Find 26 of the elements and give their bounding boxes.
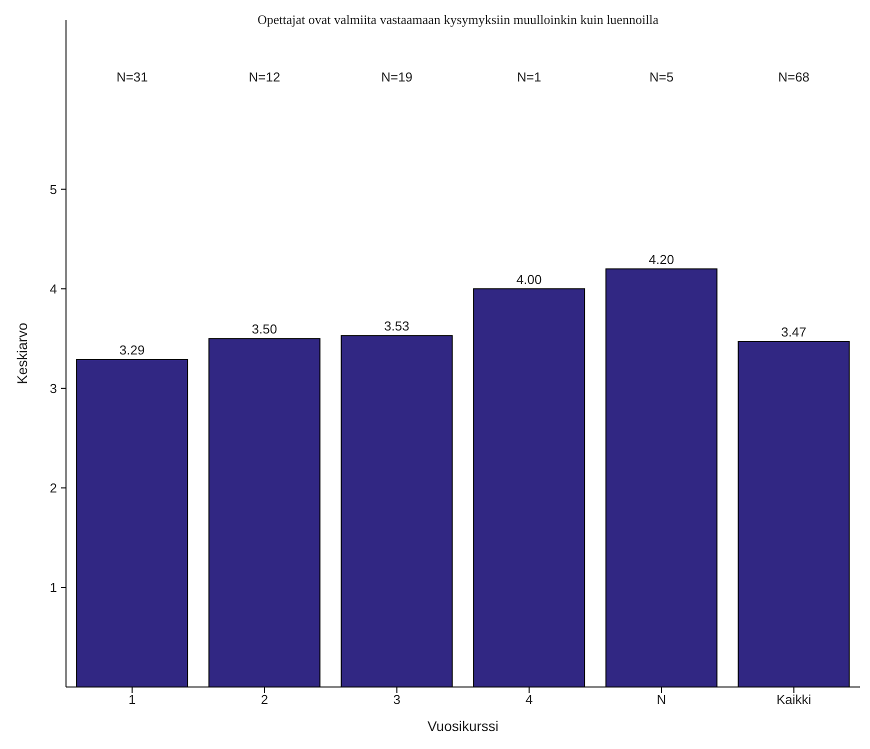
data-label: 3.53 xyxy=(384,318,410,334)
x-tick-label: 1 xyxy=(128,692,136,708)
data-label: 4.20 xyxy=(648,252,674,267)
data-label: 3.47 xyxy=(781,324,806,340)
x-tick-label: 3 xyxy=(393,692,400,708)
annotation: N=1 xyxy=(517,69,542,84)
data-label: 4.00 xyxy=(516,272,542,287)
annotation: N=68 xyxy=(778,69,810,84)
data-label: 3.50 xyxy=(252,322,278,337)
y-tick-label: 2 xyxy=(50,480,57,496)
annotation: N=19 xyxy=(381,69,413,84)
x-tick-label: N xyxy=(656,692,666,708)
annotation: N=12 xyxy=(248,69,280,84)
annotation: N=5 xyxy=(649,69,674,84)
x-tick-label: Kaikki xyxy=(776,692,812,708)
y-tick-label: 3 xyxy=(50,380,57,396)
y-tick-label: 4 xyxy=(50,281,57,296)
annotation: N=31 xyxy=(116,69,148,84)
x-axis-title: Vuosikurssi xyxy=(427,718,499,734)
data-label: 3.29 xyxy=(119,342,145,358)
y-tick-label: 5 xyxy=(50,182,57,197)
y-axis-title: Keskiarvo xyxy=(14,322,30,384)
x-tick-label: 2 xyxy=(260,692,268,708)
y-tick-label: 1 xyxy=(50,580,57,596)
x-tick-label: 4 xyxy=(526,692,533,708)
chart-title: Opettajat ovat valmiita vastaamaan kysymyksiin muulloinkin kuin luennoilla xyxy=(257,12,659,27)
